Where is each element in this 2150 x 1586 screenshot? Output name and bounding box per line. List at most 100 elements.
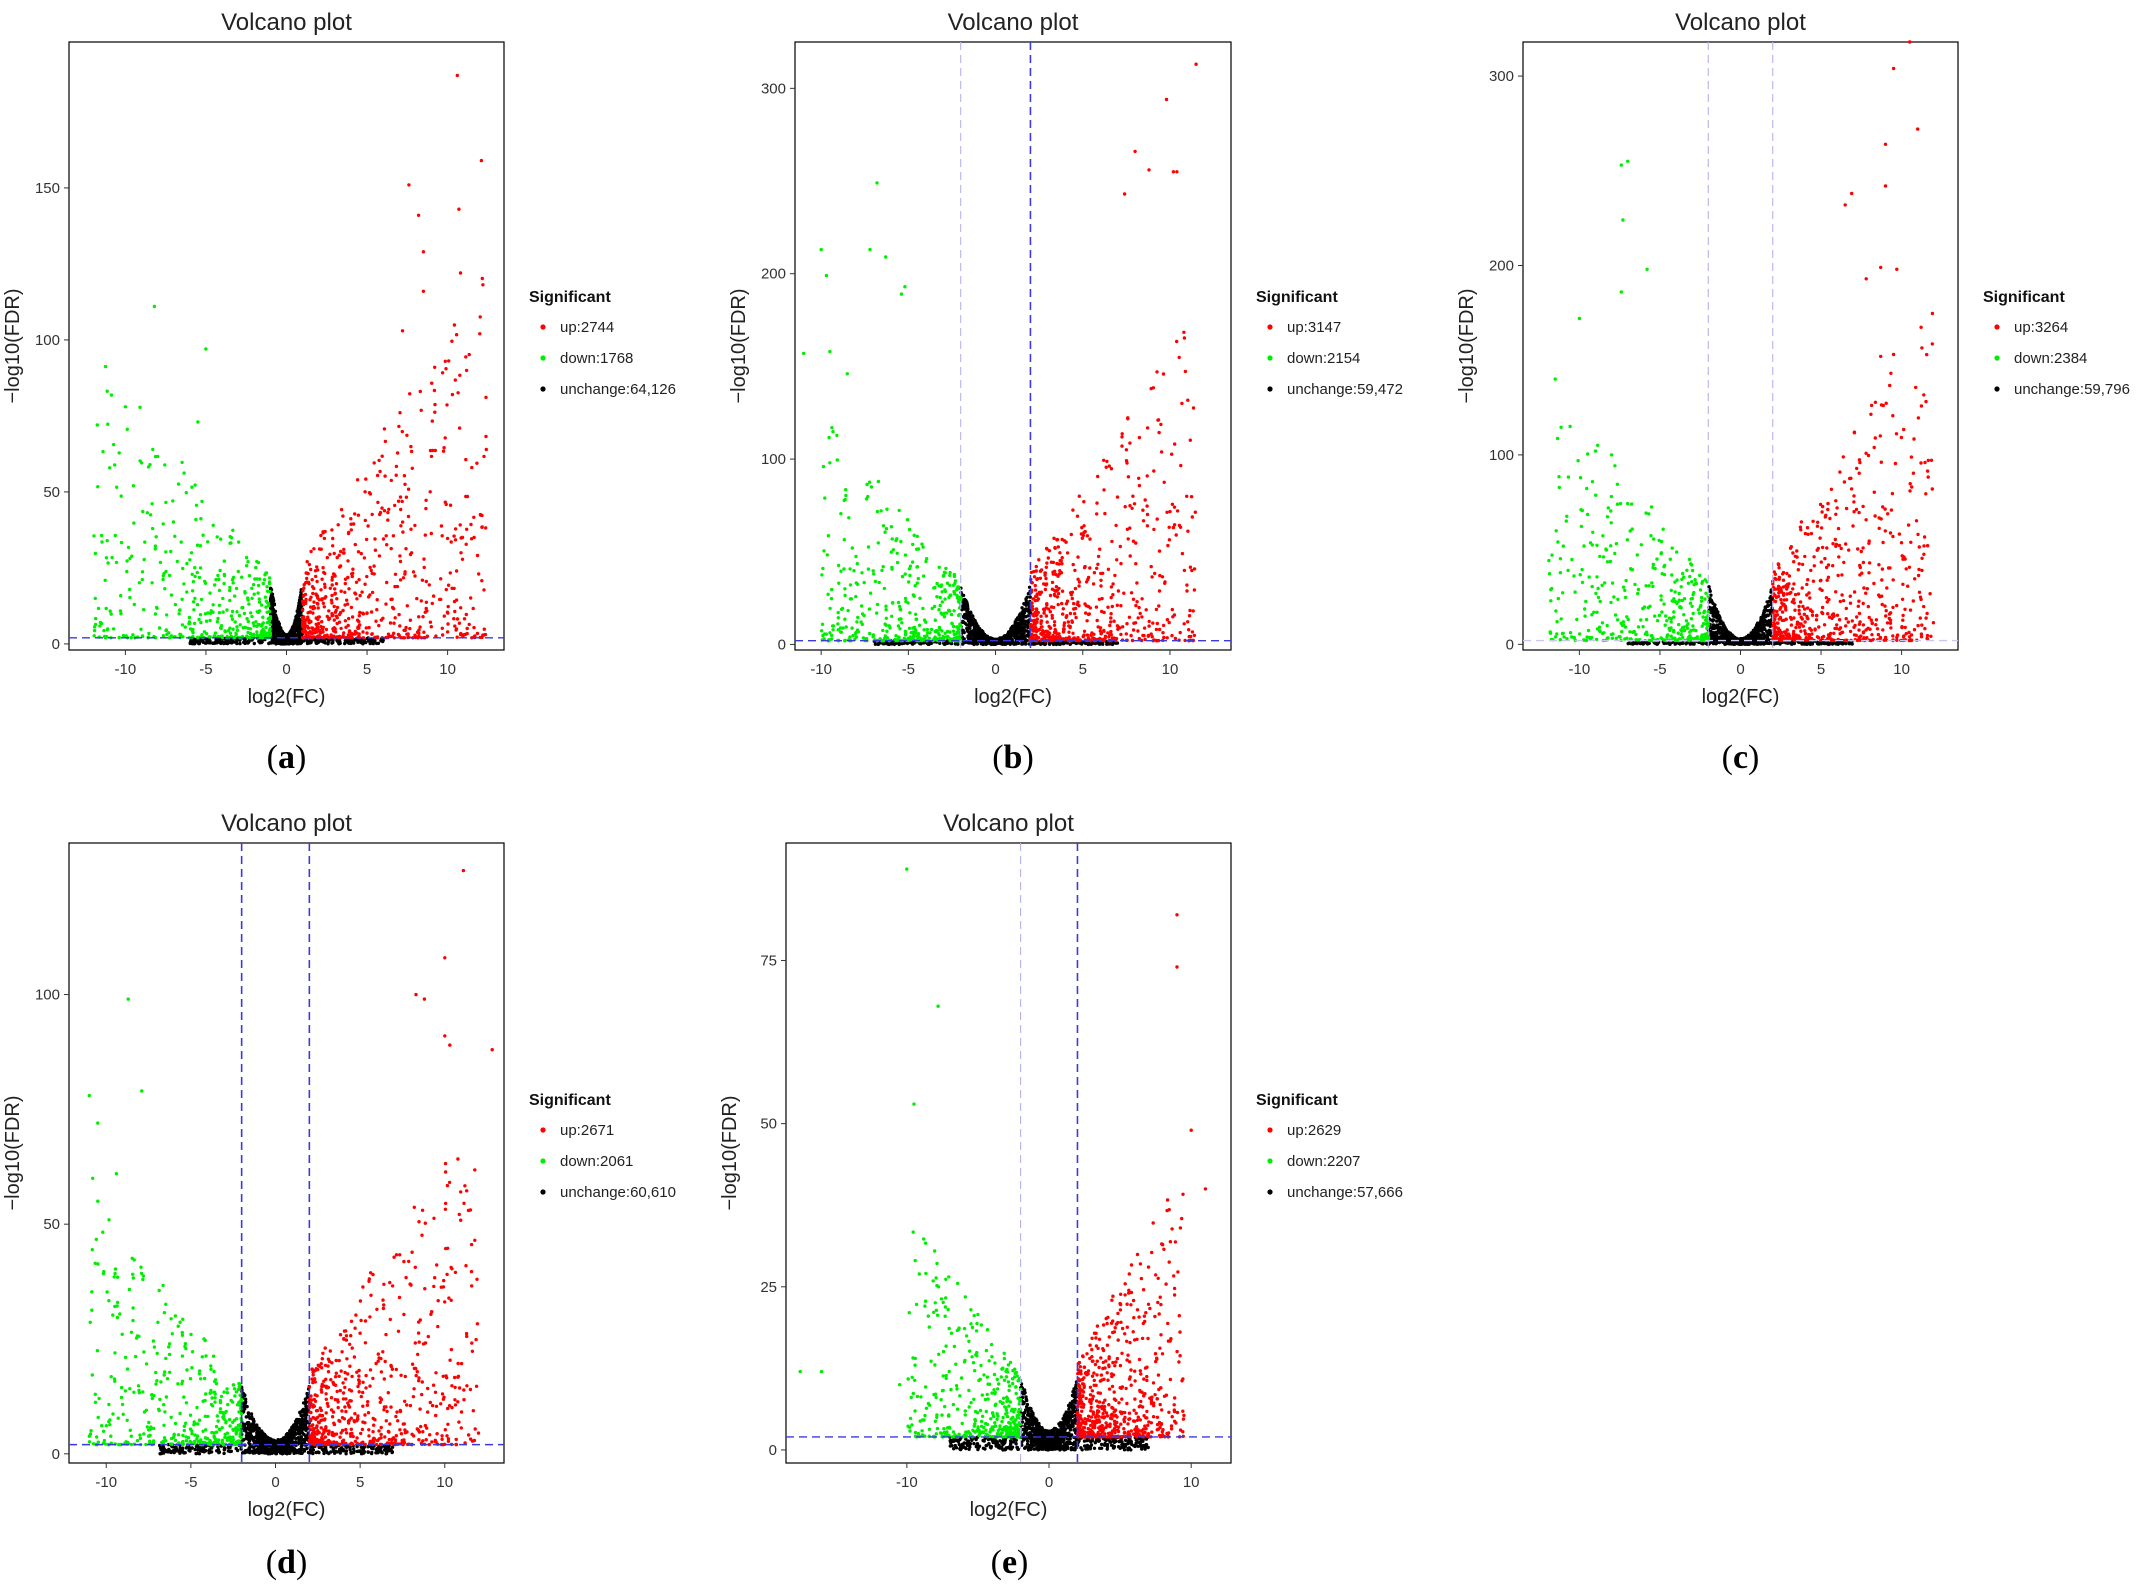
unchange-point bbox=[1712, 611, 1717, 615]
unchange-point bbox=[949, 641, 954, 646]
up-point bbox=[1109, 629, 1113, 634]
up-point bbox=[362, 556, 367, 560]
up-point bbox=[355, 478, 360, 482]
y-tick-label: 100 bbox=[1489, 447, 1514, 464]
down-point bbox=[119, 612, 123, 616]
up-point bbox=[333, 587, 337, 591]
unchange-point bbox=[260, 640, 264, 644]
down-point bbox=[169, 593, 174, 597]
up-point bbox=[1077, 580, 1082, 584]
down-point bbox=[105, 628, 110, 632]
up-point bbox=[353, 592, 358, 596]
up-point bbox=[424, 506, 428, 511]
up-point bbox=[440, 534, 444, 538]
up-point bbox=[429, 531, 433, 536]
up-point bbox=[422, 557, 426, 561]
down-point bbox=[885, 629, 889, 633]
legend-title: Significant bbox=[529, 289, 611, 306]
up-point bbox=[375, 608, 379, 612]
up-point bbox=[467, 622, 471, 627]
down-point bbox=[113, 463, 117, 467]
down-point bbox=[213, 583, 217, 587]
up-point bbox=[1087, 612, 1092, 616]
up-point bbox=[1045, 630, 1049, 634]
up-point bbox=[342, 547, 346, 552]
unchange-point bbox=[961, 628, 965, 633]
up-point bbox=[422, 630, 426, 634]
up-point bbox=[1073, 612, 1077, 616]
down-point bbox=[211, 603, 215, 607]
up-point bbox=[409, 551, 414, 555]
up-point bbox=[386, 510, 390, 515]
unchange-point bbox=[1761, 636, 1766, 641]
up-point bbox=[1037, 590, 1042, 594]
up-point bbox=[445, 610, 450, 614]
up-point bbox=[368, 593, 372, 597]
up-point bbox=[1166, 543, 1170, 548]
up-point bbox=[465, 494, 470, 499]
down-point bbox=[93, 622, 98, 627]
plot-frame bbox=[794, 41, 1232, 651]
down-point bbox=[925, 634, 929, 638]
up-point bbox=[370, 590, 375, 595]
up-point bbox=[1123, 505, 1127, 509]
down-point bbox=[895, 551, 899, 555]
down-point bbox=[92, 634, 96, 638]
down-point bbox=[161, 577, 165, 582]
up-point bbox=[387, 507, 391, 511]
up-point bbox=[400, 429, 404, 434]
up-point bbox=[388, 621, 393, 625]
unchange-point bbox=[201, 640, 205, 644]
down-point bbox=[871, 569, 875, 573]
up-point bbox=[408, 626, 412, 631]
up-point bbox=[397, 612, 401, 617]
up-point bbox=[484, 526, 488, 530]
up-point bbox=[321, 601, 326, 605]
up-point bbox=[346, 559, 350, 563]
up-point bbox=[1156, 418, 1161, 422]
unchange-point bbox=[1765, 622, 1769, 626]
down-point bbox=[935, 630, 939, 634]
up-point bbox=[1128, 441, 1132, 445]
up-point bbox=[1155, 517, 1159, 521]
unchange-point bbox=[965, 600, 969, 604]
up-point bbox=[454, 333, 459, 337]
up-point bbox=[1043, 587, 1048, 592]
up-point bbox=[1131, 628, 1136, 632]
down-point bbox=[875, 181, 879, 185]
down-point bbox=[201, 533, 205, 537]
up-point bbox=[1162, 635, 1166, 640]
down-point bbox=[150, 581, 154, 585]
up-point bbox=[452, 534, 456, 538]
down-point bbox=[104, 634, 108, 639]
up-point bbox=[1147, 168, 1151, 172]
up-point bbox=[421, 289, 426, 293]
up-point bbox=[1048, 593, 1053, 598]
down-point bbox=[882, 586, 887, 591]
down-point bbox=[250, 596, 254, 600]
up-point bbox=[409, 449, 414, 454]
unchange-point bbox=[275, 640, 279, 644]
up-point bbox=[446, 604, 450, 609]
up-point bbox=[1132, 621, 1136, 625]
down-point bbox=[187, 615, 192, 620]
legend-swatch bbox=[1267, 386, 1273, 392]
up-point bbox=[1100, 609, 1104, 614]
up-point bbox=[1080, 536, 1085, 540]
up-point bbox=[1032, 575, 1037, 579]
up-point bbox=[320, 598, 324, 602]
up-point bbox=[1035, 608, 1039, 612]
up-point bbox=[472, 625, 476, 630]
up-point bbox=[463, 632, 468, 636]
up-point bbox=[1051, 638, 1055, 643]
up-point bbox=[1126, 417, 1130, 421]
up-point bbox=[360, 590, 364, 594]
unchange-point bbox=[1014, 642, 1018, 646]
up-point bbox=[351, 567, 355, 571]
up-point bbox=[1133, 149, 1137, 154]
up-point bbox=[1141, 519, 1146, 523]
up-point bbox=[1152, 469, 1156, 473]
down-point bbox=[161, 522, 165, 526]
down-point bbox=[907, 527, 912, 532]
down-point bbox=[161, 634, 166, 638]
